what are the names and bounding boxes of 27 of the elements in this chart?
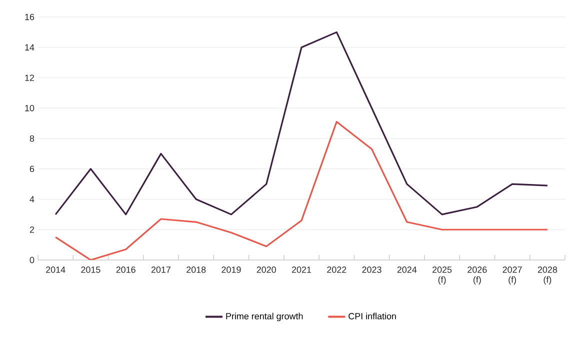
x-tick-label: 2016 <box>116 266 136 273</box>
legend-label: Prime rental growth <box>226 312 303 322</box>
x-tick-label: 2020 <box>256 266 276 273</box>
y-tick-label: 4 <box>30 196 34 202</box>
x-tick-label: 2023 <box>362 266 382 273</box>
y-tick-label: 12 <box>25 74 34 81</box>
y-tick-label: 2 <box>30 226 34 233</box>
x-tick-label: 2022 <box>327 266 346 273</box>
legend-label: CPI inflation <box>348 312 396 320</box>
x-tick-label: 2018 <box>186 266 206 273</box>
y-tick-label: 6 <box>30 166 34 172</box>
x-tick-label: 2015 <box>81 266 100 273</box>
y-tick-label: 8 <box>30 135 34 142</box>
y-tick-label: 10 <box>25 104 34 112</box>
y-tick-label: 0 <box>30 256 34 264</box>
x-tick-label: 2025 (f) <box>432 266 452 285</box>
x-tick-label: 2028 (f) <box>538 266 558 285</box>
x-tick-label: 2026 (f) <box>468 266 487 285</box>
x-tick-label: 2017 <box>151 266 170 273</box>
line-series <box>54 31 548 216</box>
x-tick-label: 2021 <box>292 266 312 273</box>
y-tick-label: 14 <box>25 44 34 50</box>
x-tick-label: 2024 <box>397 266 417 273</box>
x-tick-label: 2019 <box>222 266 241 273</box>
y-tick-label: 16 <box>25 14 34 20</box>
x-tick-label: 2014 <box>46 266 66 273</box>
x-tick-label: 2027 (f) <box>502 266 522 285</box>
